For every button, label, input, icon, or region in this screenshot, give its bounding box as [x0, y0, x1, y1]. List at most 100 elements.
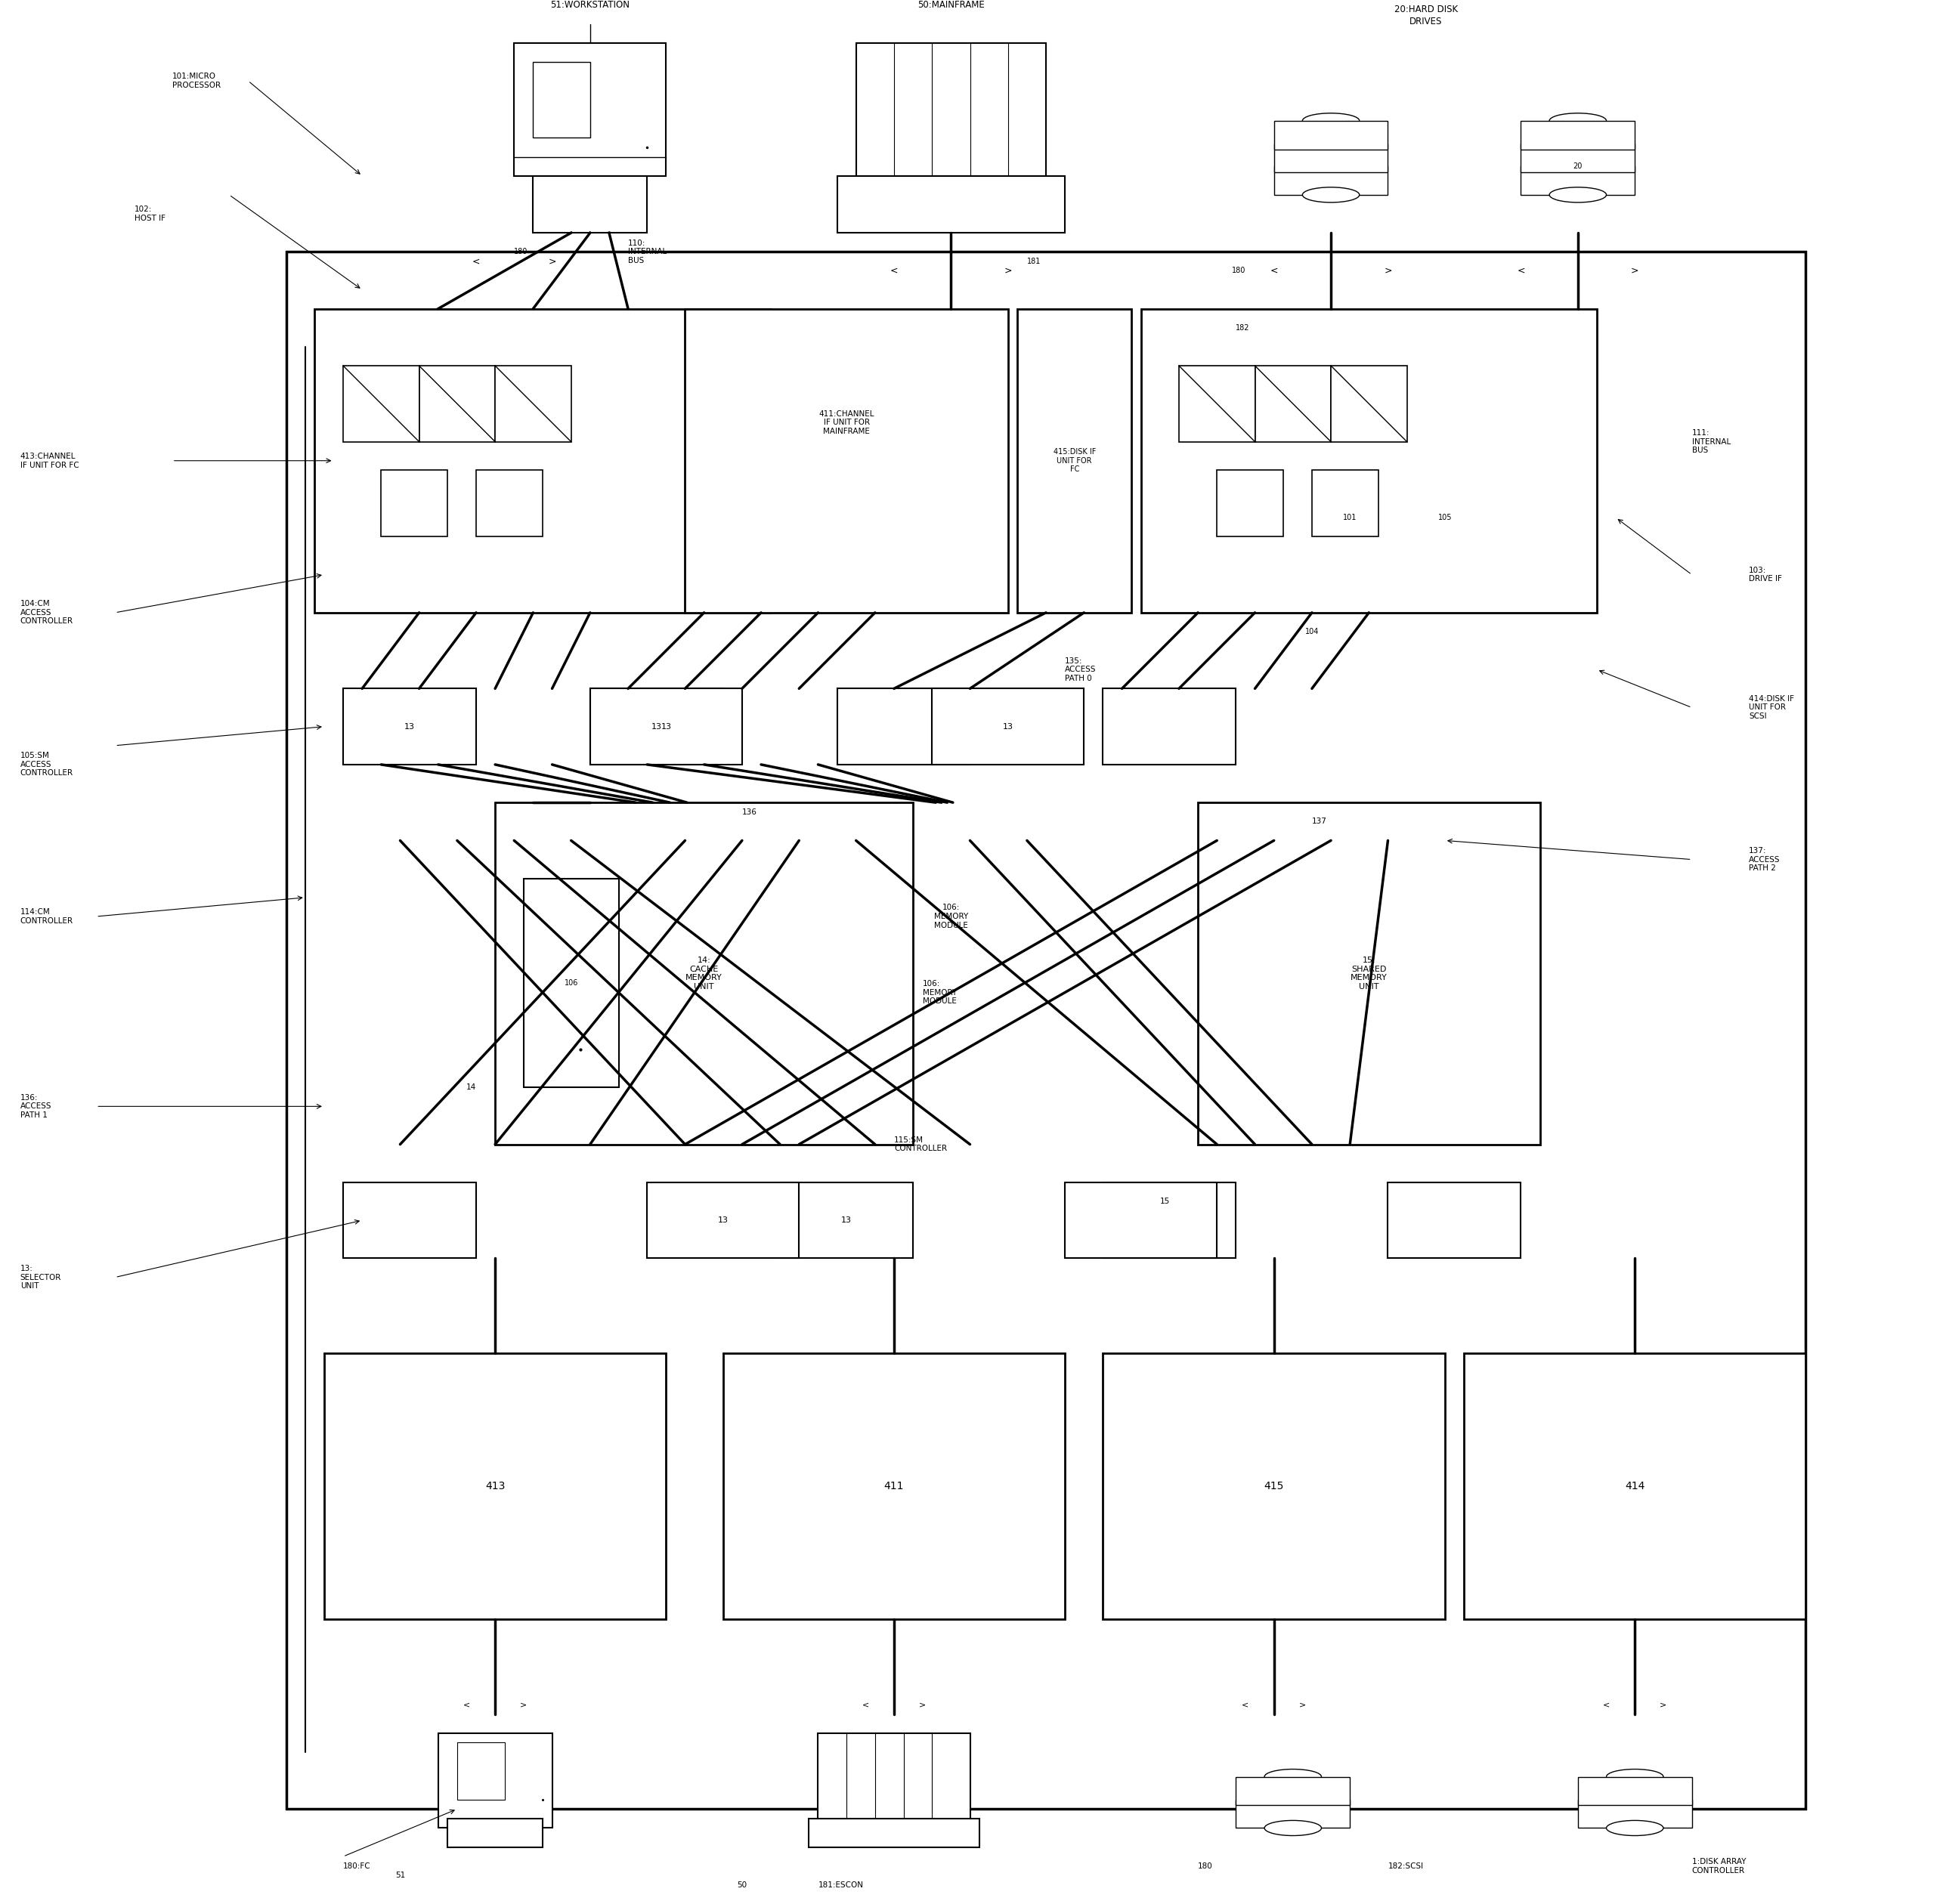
Text: 106:
MEMORY
MODULE: 106: MEMORY MODULE — [923, 981, 956, 1005]
FancyBboxPatch shape — [836, 175, 1065, 232]
FancyBboxPatch shape — [1236, 1776, 1350, 1805]
FancyBboxPatch shape — [438, 1733, 553, 1828]
FancyBboxPatch shape — [1521, 166, 1635, 194]
Text: 180: 180 — [1232, 267, 1245, 274]
FancyBboxPatch shape — [856, 44, 1046, 175]
FancyBboxPatch shape — [1141, 308, 1597, 613]
FancyBboxPatch shape — [1216, 470, 1284, 537]
Text: 413: 413 — [485, 1481, 504, 1491]
Text: 137: 137 — [1311, 817, 1327, 824]
Ellipse shape — [1550, 187, 1606, 202]
Ellipse shape — [1265, 1769, 1321, 1784]
FancyBboxPatch shape — [809, 1818, 980, 1847]
FancyBboxPatch shape — [419, 366, 495, 442]
Text: 136: 136 — [743, 807, 757, 815]
FancyBboxPatch shape — [343, 366, 419, 442]
FancyBboxPatch shape — [1236, 1799, 1350, 1828]
Text: >: > — [920, 1700, 925, 1708]
Text: 104: 104 — [1306, 628, 1319, 636]
Ellipse shape — [1265, 1820, 1321, 1835]
FancyBboxPatch shape — [1255, 366, 1331, 442]
Text: 415: 415 — [1265, 1481, 1284, 1491]
Text: >: > — [549, 257, 557, 267]
Text: >: > — [520, 1700, 528, 1708]
FancyBboxPatch shape — [458, 1742, 504, 1799]
Text: <: < — [861, 1700, 869, 1708]
Text: <: < — [890, 267, 898, 276]
Ellipse shape — [1302, 158, 1360, 173]
FancyBboxPatch shape — [1275, 120, 1387, 149]
Text: <: < — [464, 1700, 469, 1708]
Text: 411: 411 — [885, 1481, 904, 1491]
FancyBboxPatch shape — [343, 1182, 475, 1259]
Text: 105:SM
ACCESS
CONTROLLER: 105:SM ACCESS CONTROLLER — [19, 752, 74, 777]
Text: 181:ESCON: 181:ESCON — [819, 1881, 863, 1889]
FancyBboxPatch shape — [1275, 166, 1387, 194]
Text: 411:CHANNEL
IF UNIT FOR
MAINFRAME: 411:CHANNEL IF UNIT FOR MAINFRAME — [819, 409, 875, 436]
Text: 1:DISK ARRAY
CONTROLLER: 1:DISK ARRAY CONTROLLER — [1692, 1858, 1746, 1874]
FancyBboxPatch shape — [1180, 366, 1255, 442]
FancyBboxPatch shape — [343, 689, 475, 765]
FancyBboxPatch shape — [648, 1182, 799, 1259]
FancyBboxPatch shape — [475, 470, 543, 537]
Ellipse shape — [1550, 158, 1606, 173]
Text: >: > — [1383, 267, 1391, 276]
Text: 415:DISK IF
UNIT FOR
FC: 415:DISK IF UNIT FOR FC — [1053, 447, 1096, 474]
Ellipse shape — [1265, 1792, 1321, 1807]
Ellipse shape — [1302, 187, 1360, 202]
FancyBboxPatch shape — [590, 689, 743, 765]
FancyBboxPatch shape — [1577, 1799, 1692, 1828]
Text: 181: 181 — [1026, 257, 1042, 265]
Text: 15:
SHARED
MEMORY
UNIT: 15: SHARED MEMORY UNIT — [1350, 956, 1387, 990]
Text: 13: 13 — [652, 724, 662, 731]
Text: <: < — [1517, 267, 1525, 276]
Text: 20: 20 — [1573, 162, 1583, 169]
Text: 51:WORKSTATION: 51:WORKSTATION — [551, 0, 630, 10]
Text: 15: 15 — [1160, 1198, 1170, 1205]
FancyBboxPatch shape — [1017, 308, 1131, 613]
FancyBboxPatch shape — [324, 1354, 665, 1618]
FancyBboxPatch shape — [514, 44, 665, 175]
FancyBboxPatch shape — [524, 878, 619, 1087]
Text: 104:CM
ACCESS
CONTROLLER: 104:CM ACCESS CONTROLLER — [19, 600, 74, 625]
Text: 13: 13 — [1003, 724, 1013, 731]
FancyBboxPatch shape — [1465, 1354, 1806, 1618]
Text: 115:SM
CONTROLLER: 115:SM CONTROLLER — [894, 1137, 947, 1152]
Text: 180: 180 — [514, 248, 528, 255]
FancyBboxPatch shape — [1104, 1182, 1236, 1259]
Text: 182:SCSI: 182:SCSI — [1387, 1862, 1424, 1870]
Text: >: > — [1005, 267, 1013, 276]
Ellipse shape — [1606, 1792, 1663, 1807]
Text: >: > — [1661, 1700, 1666, 1708]
FancyBboxPatch shape — [931, 689, 1084, 765]
Text: 14:
CACHE
MEMORY
UNIT: 14: CACHE MEMORY UNIT — [685, 956, 722, 990]
FancyBboxPatch shape — [1577, 1776, 1692, 1805]
Text: 413:CHANNEL
IF UNIT FOR FC: 413:CHANNEL IF UNIT FOR FC — [19, 453, 80, 468]
FancyBboxPatch shape — [448, 1818, 543, 1847]
FancyBboxPatch shape — [1104, 689, 1236, 765]
Text: >: > — [1300, 1700, 1306, 1708]
FancyBboxPatch shape — [1104, 1354, 1445, 1618]
Text: 106:
MEMORY
MODULE: 106: MEMORY MODULE — [933, 904, 968, 929]
Text: 136:
ACCESS
PATH 1: 136: ACCESS PATH 1 — [19, 1093, 52, 1120]
Text: 114:CM
CONTROLLER: 114:CM CONTROLLER — [19, 908, 74, 925]
Text: 101: 101 — [1342, 514, 1356, 522]
Ellipse shape — [1550, 135, 1606, 150]
FancyBboxPatch shape — [819, 1733, 970, 1828]
Text: 13:
SELECTOR
UNIT: 13: SELECTOR UNIT — [19, 1264, 62, 1289]
FancyBboxPatch shape — [836, 689, 970, 765]
Text: 182: 182 — [1236, 324, 1249, 331]
Text: 180: 180 — [1197, 1862, 1212, 1870]
Text: >: > — [1632, 267, 1639, 276]
FancyBboxPatch shape — [685, 308, 1009, 613]
Ellipse shape — [1606, 1769, 1663, 1784]
Text: <: < — [1271, 267, 1278, 276]
Ellipse shape — [1302, 112, 1360, 128]
FancyBboxPatch shape — [1331, 366, 1406, 442]
Ellipse shape — [1606, 1820, 1663, 1835]
Text: <: < — [1242, 1700, 1249, 1708]
FancyBboxPatch shape — [1197, 802, 1540, 1144]
Ellipse shape — [1550, 112, 1606, 128]
Text: 20:HARD DISK
DRIVES: 20:HARD DISK DRIVES — [1395, 6, 1457, 27]
Ellipse shape — [1302, 135, 1360, 150]
